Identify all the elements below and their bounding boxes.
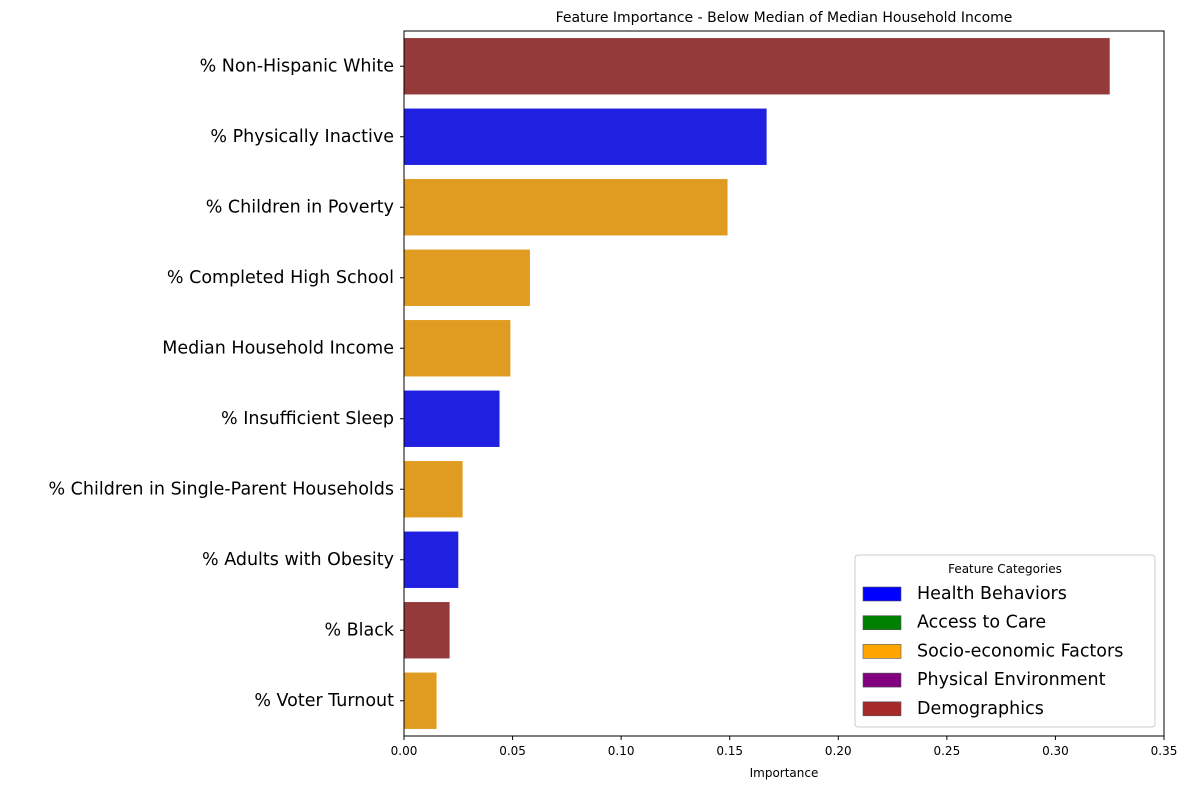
category-label: % Black [324, 620, 394, 640]
x-tick-label: 0.10 [608, 744, 635, 758]
bar [404, 108, 767, 165]
bar [404, 38, 1110, 95]
legend-box [854, 554, 1156, 728]
legend-entries: Health Behaviors Access to Care Socio-econ… [862, 584, 1123, 719]
plot-frame [403, 30, 1165, 737]
bar [404, 531, 459, 588]
category-label: Median Household Income [162, 338, 394, 358]
x-tick-label: 0.00 [391, 744, 418, 758]
legend-swatch [862, 586, 902, 602]
legend-label: Demographics [917, 699, 1044, 719]
x-tick-label: 0.05 [499, 744, 526, 758]
chart-title: Feature Importance - Below Median of Med… [556, 10, 1013, 26]
bar [404, 320, 511, 377]
x-tick-label: 0.35 [1151, 744, 1178, 758]
legend-label: Socio-economic Factors [917, 641, 1123, 661]
x-axis-label: Importance [750, 766, 819, 780]
legend-swatch [862, 701, 902, 717]
category-label: % Non-Hispanic White [200, 56, 394, 76]
legend-label: Health Behaviors [917, 584, 1067, 604]
category-label: % Voter Turnout [254, 691, 394, 711]
category-label: % Children in Poverty [206, 197, 394, 217]
x-axis-ticks: 0.00 0.05 0.10 0.15 0.20 0.25 0.30 0.35 [391, 736, 1178, 758]
category-label: % Adults with Obesity [202, 550, 394, 570]
legend-label: Access to Care [917, 613, 1046, 633]
bar [404, 672, 437, 729]
category-label: % Insufficient Sleep [221, 409, 394, 429]
legend-label: Physical Environment [917, 670, 1106, 690]
category-label: % Completed High School [167, 268, 394, 288]
bars-group [404, 38, 1110, 729]
legend-swatch [862, 615, 902, 631]
legend-title: Feature Categories [948, 562, 1062, 576]
legend-swatch [862, 644, 902, 659]
bar [404, 602, 450, 659]
category-labels: % Non-Hispanic White % Physically Inactiv… [48, 56, 404, 711]
x-tick-label: 0.30 [1042, 744, 1069, 758]
bar [404, 249, 530, 306]
category-label: % Children in Single-Parent Households [48, 479, 394, 499]
x-tick-label: 0.25 [933, 744, 960, 758]
x-tick-label: 0.20 [825, 744, 852, 758]
bar [404, 179, 728, 236]
x-tick-label: 0.15 [716, 744, 743, 758]
legend: Feature Categories Health Behaviors Acces… [854, 554, 1156, 728]
legend-swatch [862, 672, 902, 688]
bar [404, 390, 500, 447]
bar [404, 461, 463, 518]
category-label: % Physically Inactive [210, 127, 394, 147]
